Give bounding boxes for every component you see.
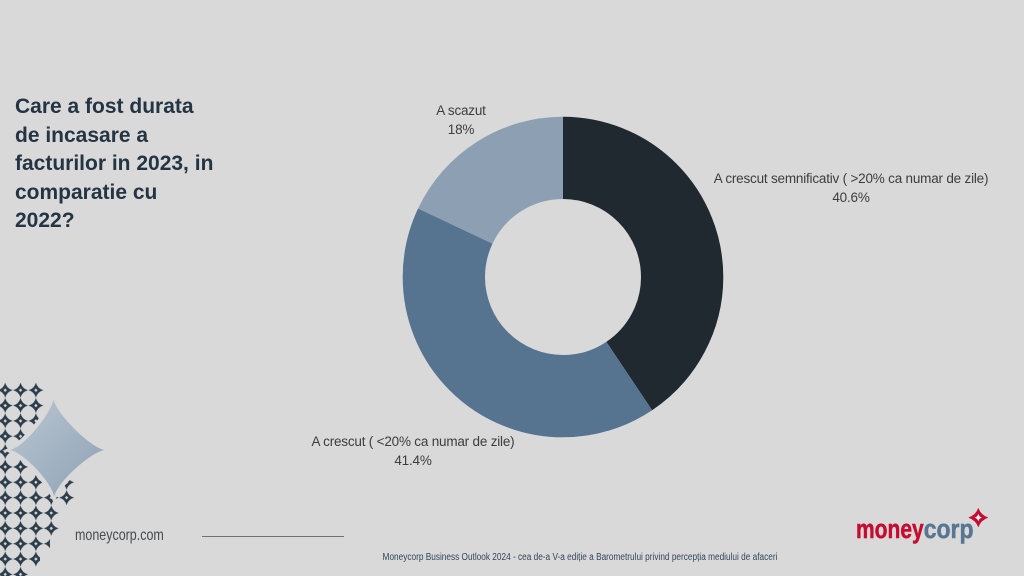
svg-text:money: money xyxy=(856,514,924,544)
svg-text:corp: corp xyxy=(924,514,974,544)
